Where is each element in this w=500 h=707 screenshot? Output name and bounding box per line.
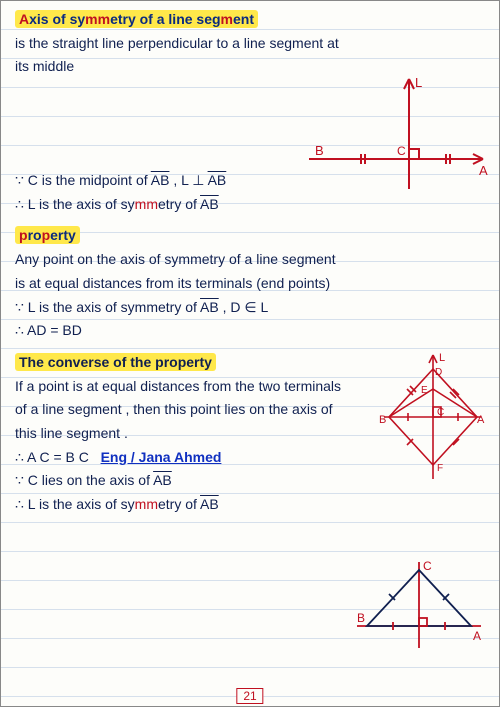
heading-axis-of-symmetry: Axis of symmetry of a line segment [15, 9, 487, 31]
svg-text:E: E [421, 385, 428, 396]
heading-property: property [15, 225, 487, 247]
property-line-2: is at equal distances from its terminals… [15, 273, 487, 295]
converse-conclusion: ∴ L is the axis of symmetry of AB [15, 494, 487, 516]
svg-text:B: B [357, 611, 365, 625]
svg-text:L: L [439, 352, 445, 364]
svg-text:D: D [435, 367, 442, 378]
svg-text:A: A [479, 163, 488, 178]
svg-text:C: C [437, 407, 444, 418]
page-content: Axis of symmetry of a line segment is th… [1, 1, 499, 522]
property-given: ∵ L is the axis of symmetry of AB , D ∈ … [15, 297, 345, 319]
page-number: 21 [236, 688, 263, 704]
notebook-page: Axis of symmetry of a line segment is th… [0, 0, 500, 707]
svg-text:B: B [315, 143, 324, 158]
definition-line-1: is the straight line perpendicular to a … [15, 33, 487, 55]
svg-text:A: A [473, 629, 481, 643]
svg-text:A: A [477, 414, 485, 426]
property-conclusion: ∴ AD = BD [15, 320, 487, 342]
svg-text:C: C [423, 559, 432, 573]
figure-triangle: A B C [349, 556, 489, 651]
svg-text:L: L [415, 75, 422, 90]
author-credit: Eng / Jana Ahmed [101, 449, 222, 465]
conclusion-axis-1: ∴ L is the axis of symmetry of AB [15, 194, 487, 216]
svg-text:C: C [397, 144, 406, 158]
figure-rhombus: L D E A B C F [373, 349, 493, 484]
svg-text:F: F [437, 463, 443, 474]
converse-equation: ∴ A C = B C Eng / Jana Ahmed [15, 447, 345, 469]
property-line-1: Any point on the axis of symmetry of a l… [15, 249, 487, 271]
figure-perpendicular: A B C L [301, 71, 491, 191]
svg-text:B: B [379, 414, 386, 426]
